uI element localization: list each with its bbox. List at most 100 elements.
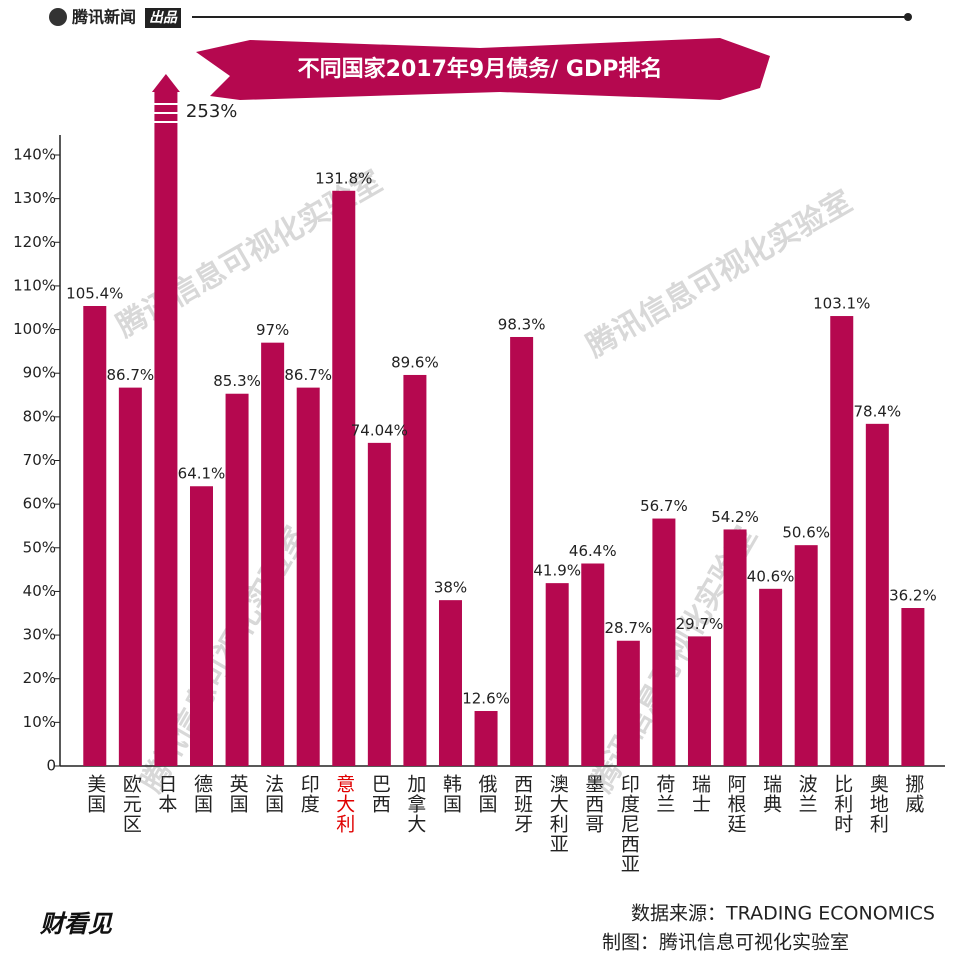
x-tick-label: 挪威: [902, 774, 924, 814]
y-tick-label: 60%: [23, 495, 56, 513]
value-label: 50.6%: [782, 524, 830, 542]
brand-tag: 出品: [149, 9, 178, 26]
y-tick-label: 20%: [23, 669, 56, 687]
bar: [367, 442, 391, 766]
bar: [296, 387, 320, 766]
bar: [616, 640, 640, 766]
y-tick-label: 0: [46, 757, 56, 775]
value-label: 89.6%: [391, 353, 439, 371]
x-tick-label: 俄国: [476, 774, 498, 814]
bar: [581, 563, 605, 766]
bar: [652, 518, 676, 766]
value-label: 41.9%: [533, 562, 581, 580]
x-tick-label: 瑞士: [689, 774, 711, 814]
value-label: 86.7%: [107, 366, 155, 384]
x-tick-label: 意大利: [333, 774, 355, 834]
value-label: 38%: [434, 579, 467, 597]
y-tick-label: 80%: [23, 407, 56, 425]
x-tick-label: 印度尼西亚: [618, 774, 640, 874]
bar: [83, 306, 107, 766]
value-label: 29.7%: [676, 615, 724, 633]
bar: [154, 92, 178, 767]
bar: [261, 342, 285, 766]
value-label: 86.7%: [284, 366, 332, 384]
bar: [403, 374, 427, 766]
overflow-arrow: [151, 74, 180, 92]
value-label: 12.6%: [462, 690, 510, 708]
x-tick-label: 比利时: [831, 774, 853, 834]
logo: 财看见: [39, 910, 113, 938]
bar: [759, 588, 783, 766]
brand-icon: [49, 8, 67, 26]
y-tick-label: 30%: [23, 626, 56, 644]
y-tick-label: 90%: [23, 364, 56, 382]
x-tick-label: 加拿大: [404, 774, 426, 834]
credit: 制图：腾讯信息可视化实验室: [602, 932, 849, 954]
value-label: 40.6%: [747, 567, 795, 585]
value-label: 98.3%: [498, 315, 546, 333]
x-tick-label: 日本: [155, 774, 177, 814]
y-tick-label: 110%: [13, 276, 56, 294]
x-tick-label: 墨西哥: [582, 774, 604, 834]
y-tick-label: 50%: [23, 538, 56, 556]
bar: [830, 316, 854, 766]
value-label: 253%: [186, 101, 237, 122]
value-label: 64.1%: [178, 465, 226, 483]
bar: [474, 711, 498, 766]
bar: [510, 336, 534, 766]
x-tick-label: 英国: [227, 774, 249, 814]
bar: [723, 529, 747, 766]
y-tick-label: 120%: [13, 233, 56, 251]
x-tick-label: 欧元区: [120, 774, 142, 834]
x-tick-label: 瑞典: [760, 774, 782, 814]
y-tick-label: 100%: [13, 320, 56, 338]
bar: [687, 636, 711, 766]
value-label: 78.4%: [853, 402, 901, 420]
x-tick-label: 巴西: [369, 774, 391, 814]
value-label: 85.3%: [213, 372, 261, 390]
bar: [225, 393, 249, 766]
watermark: 腾讯信息可视化实验室: [581, 184, 858, 364]
y-tick-label: 130%: [13, 189, 56, 207]
bar: [901, 608, 925, 766]
x-tick-label: 西班牙: [511, 774, 533, 834]
brand: 腾讯新闻: [72, 8, 136, 27]
bar: [438, 600, 462, 766]
bars: [83, 92, 925, 767]
value-label: 97%: [256, 321, 289, 339]
y-tick-label: 70%: [23, 451, 56, 469]
title-banner: [196, 38, 770, 100]
x-tick-label: 波兰: [796, 774, 818, 814]
header-dot: [904, 13, 912, 21]
bar: [545, 583, 569, 766]
value-label: 36.2%: [889, 587, 937, 605]
x-tick-label: 奥地利: [867, 774, 889, 834]
value-label: 103.1%: [813, 295, 870, 313]
x-tick-label: 印度: [298, 774, 320, 814]
value-label: 131.8%: [315, 169, 372, 187]
y-tick-label: 40%: [23, 582, 56, 600]
value-label: 28.7%: [605, 619, 653, 637]
bar: [794, 545, 818, 766]
bar: [332, 190, 356, 767]
bar: [189, 486, 213, 766]
value-label: 105.4%: [66, 285, 123, 303]
y-tick-label: 140%: [13, 146, 56, 164]
value-label: 56.7%: [640, 497, 688, 515]
y-tick-label: 10%: [23, 713, 56, 731]
x-tick-label: 德国: [191, 774, 213, 814]
brand-tag-bg: [145, 8, 181, 28]
x-tick-label: 韩国: [440, 774, 462, 814]
x-tick-label: 美国: [84, 774, 106, 814]
x-tick-label: 法国: [262, 774, 284, 814]
x-tick-label: 澳大利亚: [547, 774, 569, 854]
bar: [118, 387, 142, 766]
x-tick-label: 阿根廷: [725, 774, 747, 834]
chart-title: 不同国家2017年9月债务/ GDP排名: [298, 56, 663, 82]
value-label: 54.2%: [711, 508, 759, 526]
x-tick-label: 荷兰: [653, 774, 675, 814]
value-label: 74.04%: [351, 421, 408, 439]
value-label: 46.4%: [569, 542, 617, 560]
bar: [865, 423, 889, 766]
